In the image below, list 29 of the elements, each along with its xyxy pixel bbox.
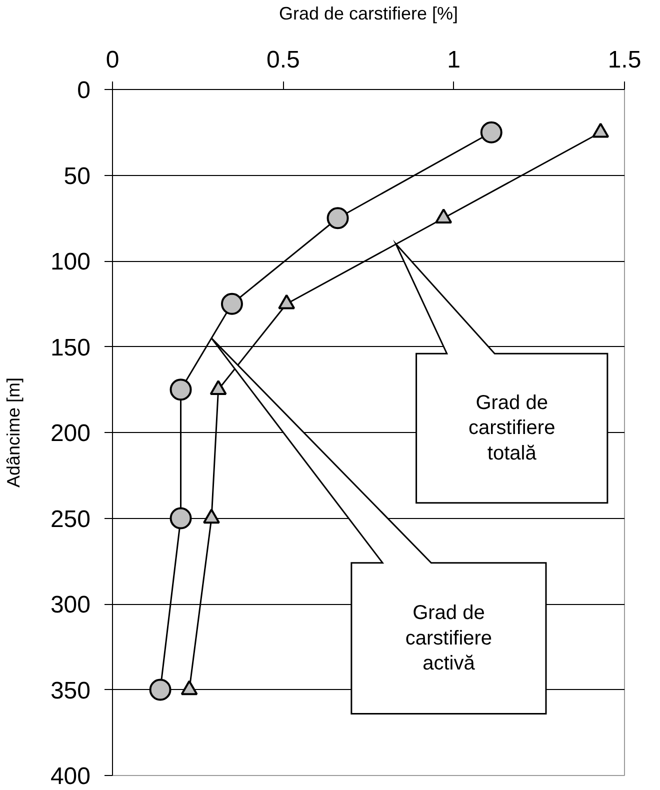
y-tick-label: 100 (50, 248, 91, 276)
point (170, 507, 192, 530)
y-tick-label: 200 (50, 420, 91, 447)
y-tick-label: 400 (50, 763, 91, 790)
point (170, 378, 192, 401)
y-tick-label: 0 (77, 77, 91, 104)
annotation: Grad de carstifiere activă (405, 602, 492, 675)
x-tick-label: 0 (106, 46, 120, 74)
point (278, 294, 296, 310)
y-tick-label: 250 (50, 506, 91, 533)
point (180, 680, 198, 696)
annotation: Grad de carstifiere totală (468, 392, 556, 465)
y-axis-title: Adâncime [m] (3, 377, 24, 488)
x-tick-label: 0.5 (266, 46, 300, 74)
point (202, 508, 220, 524)
y-tick-label: 300 (50, 592, 91, 618)
point (210, 380, 227, 395)
x-axis-title: Grad de carstifiere [%] (278, 4, 458, 24)
x-tick-label: 1 (447, 46, 461, 74)
y-tick-label: 350 (50, 677, 91, 704)
point (592, 122, 610, 138)
point (149, 678, 172, 701)
point (480, 121, 502, 144)
x-tick-label: 1.5 (608, 46, 642, 74)
y-tick-label: 150 (50, 334, 91, 362)
y-tick-label: 50 (64, 162, 91, 190)
point (220, 292, 243, 315)
point (435, 208, 452, 224)
point (326, 207, 349, 230)
